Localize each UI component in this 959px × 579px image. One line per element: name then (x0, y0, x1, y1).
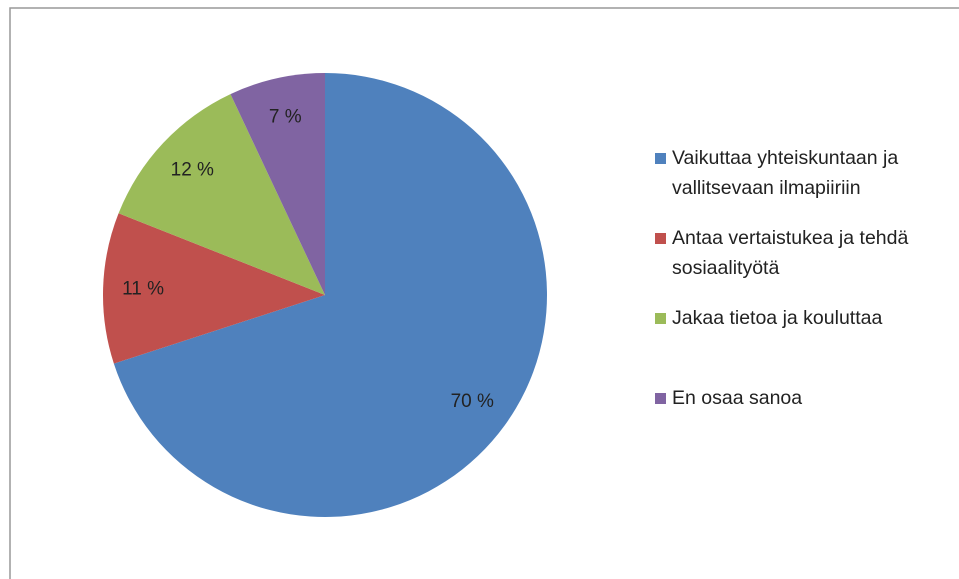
legend-swatch (655, 393, 666, 404)
legend-label: Jakaa tietoa ja kouluttaa (672, 307, 883, 329)
legend-swatch (655, 313, 666, 324)
data-label: 11 % (122, 278, 164, 299)
legend-label: Vaikuttaa yhteiskuntaan ja vallitsevaan … (672, 147, 899, 199)
data-label: 70 % (451, 391, 494, 412)
pie-slice (230, 73, 325, 295)
legend-entry: Vaikuttaa yhteiskuntaan ja vallitsevaan … (655, 143, 955, 203)
legend-label: Antaa vertaistukea ja tehdä sosiaalityöt… (672, 227, 909, 279)
legend-swatch (655, 153, 666, 164)
chart-frame (9, 7, 959, 579)
data-label: 7 % (269, 106, 302, 127)
pie-slice (113, 73, 548, 517)
pie-slice (103, 213, 326, 364)
pie-slice (118, 94, 325, 296)
legend-entry: En osaa sanoa (655, 383, 955, 413)
legend-label: En osaa sanoa (672, 387, 803, 409)
data-label: 12 % (171, 159, 214, 180)
legend-entry: Jakaa tietoa ja kouluttaa (655, 303, 955, 333)
legend-swatch (655, 233, 666, 244)
legend-entry: Antaa vertaistukea ja tehdä sosiaalityöt… (655, 223, 955, 283)
